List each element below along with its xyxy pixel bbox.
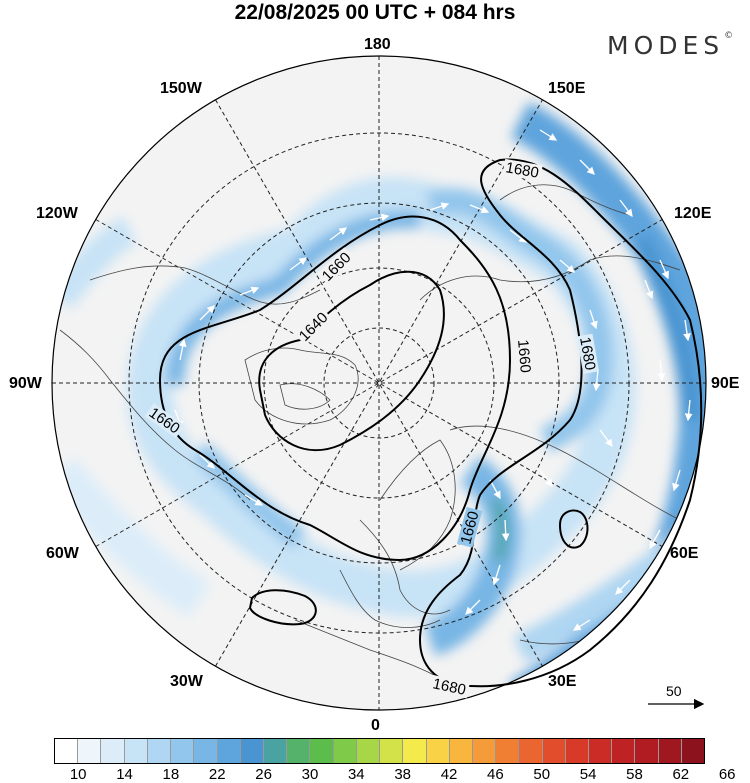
colorbar-tick-label: 30 bbox=[301, 766, 319, 783]
colorbar-swatch bbox=[542, 739, 566, 763]
lon-label-90e: 90E bbox=[711, 375, 740, 392]
lon-label-120w: 120W bbox=[36, 205, 78, 222]
colorbar-swatch bbox=[519, 739, 543, 763]
colorbar-tick-label: 58 bbox=[626, 766, 643, 783]
contour-label: 1680 bbox=[431, 675, 467, 699]
colorbar-swatch bbox=[403, 739, 427, 763]
colorbar-swatch bbox=[658, 739, 682, 763]
colorbar-tick-label: 22 bbox=[208, 766, 226, 783]
colorbar-swatch bbox=[496, 739, 520, 763]
colorbar-swatch bbox=[589, 739, 613, 763]
colorbar-swatch bbox=[635, 739, 659, 763]
colorbar-swatch bbox=[310, 739, 334, 763]
colorbar-tick-label: 42 bbox=[440, 766, 458, 783]
colorbar-tick-label: 38 bbox=[394, 766, 412, 783]
colorbar-swatch bbox=[356, 739, 381, 763]
colorbar-tick-label: 18 bbox=[162, 766, 180, 783]
colorbar-swatch bbox=[101, 739, 125, 763]
colorbar-swatch bbox=[681, 739, 705, 763]
colorbar-tick-label: 46 bbox=[487, 766, 504, 783]
colorbar-swatch bbox=[565, 739, 590, 763]
colorbar-swatch bbox=[612, 739, 636, 763]
lon-label-60e: 60E bbox=[670, 545, 699, 562]
colorbar-swatch bbox=[147, 739, 172, 763]
colorbar bbox=[54, 738, 705, 764]
contour-label: 1680 bbox=[576, 336, 599, 372]
colorbar-tick-label: 50 bbox=[533, 766, 551, 783]
modes-logo: MODES© bbox=[607, 31, 734, 60]
contour-label: 1660 bbox=[514, 339, 534, 374]
colorbar-tick-label: 14 bbox=[116, 766, 133, 783]
lon-label-30e: 30E bbox=[548, 673, 577, 690]
colorbar-tick-label: 62 bbox=[672, 766, 690, 783]
colorbar-tick-label: 34 bbox=[347, 766, 365, 783]
colorbar-swatch bbox=[78, 739, 102, 763]
lon-label-150e: 150E bbox=[548, 80, 586, 97]
colorbar-swatch bbox=[449, 739, 473, 763]
lon-label-90w: 90W bbox=[9, 375, 42, 392]
lon-label-150w: 150W bbox=[160, 80, 202, 97]
colorbar-swatch bbox=[194, 739, 218, 763]
wind-reference-value: 50 bbox=[666, 683, 682, 699]
colorbar-swatch bbox=[263, 739, 288, 763]
colorbar-swatch bbox=[287, 739, 311, 763]
colorbar-tick-label: 26 bbox=[255, 766, 272, 783]
colorbar-swatch bbox=[217, 739, 241, 763]
colorbar-swatch bbox=[380, 739, 404, 763]
colorbar-swatch bbox=[55, 739, 79, 763]
contour-label: 1680 bbox=[504, 159, 540, 182]
colorbar-swatch bbox=[240, 739, 264, 763]
graticule bbox=[52, 56, 706, 710]
map-border bbox=[51, 55, 707, 711]
colorbar-swatch bbox=[333, 739, 357, 763]
lon-label-60w: 60W bbox=[46, 545, 79, 562]
lon-label-30w: 30W bbox=[170, 673, 203, 690]
colorbar-swatch bbox=[171, 739, 195, 763]
colorbar-swatch bbox=[124, 739, 148, 763]
colorbar-swatch bbox=[472, 739, 497, 763]
wind-vectors bbox=[174, 129, 693, 631]
lon-label-0: 0 bbox=[371, 717, 380, 734]
colorbar-swatch bbox=[426, 739, 450, 763]
colorbar-tick-label: 66 bbox=[718, 766, 736, 783]
contour-labels: 1680 1660 1640 1660 1660 1680 1660 1680 bbox=[144, 158, 600, 699]
colorbar-tick-label: 54 bbox=[579, 766, 597, 783]
colorbar-tick-label: 10 bbox=[69, 766, 87, 783]
lon-label-120e: 120E bbox=[674, 205, 712, 222]
lon-label-180: 180 bbox=[364, 36, 391, 53]
map-title: 22/08/2025 00 UTC + 084 hrs bbox=[234, 1, 516, 24]
